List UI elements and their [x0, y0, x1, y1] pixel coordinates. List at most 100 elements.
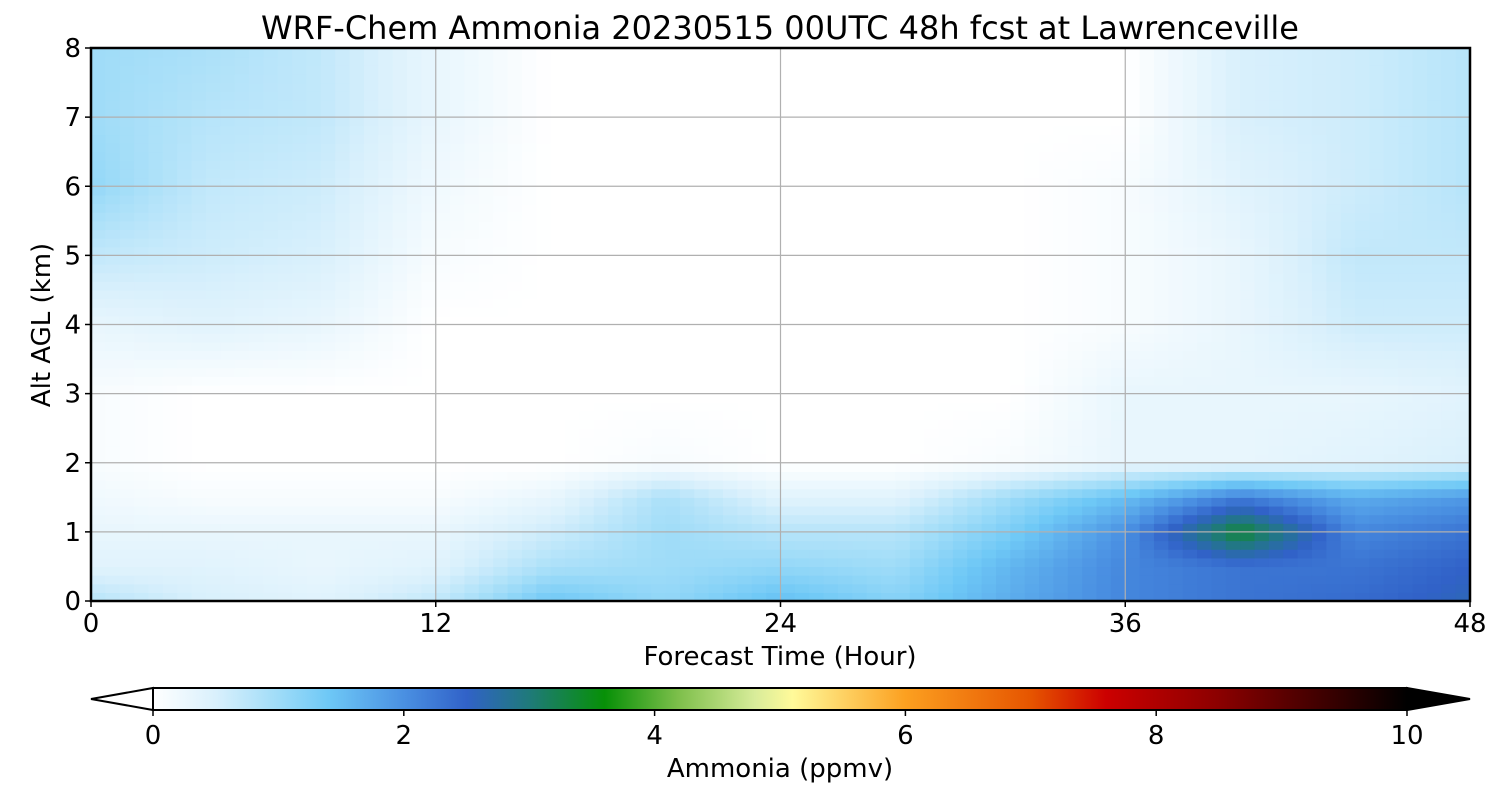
heatmap-cell [823, 540, 839, 550]
heatmap-cell [565, 376, 580, 386]
heatmap-cell [1369, 212, 1385, 222]
heatmap-cell [809, 168, 825, 179]
heatmap-cell [1283, 436, 1299, 447]
heatmap-cell [1311, 151, 1327, 161]
heatmap-cell [550, 307, 566, 317]
heatmap-cell [1039, 341, 1055, 352]
heatmap-cell [119, 333, 135, 343]
heatmap-cell [952, 212, 968, 222]
heatmap-cell [1254, 393, 1270, 403]
heatmap-cell [708, 488, 724, 498]
heatmap-cell [995, 289, 1011, 300]
heatmap-cell [1024, 540, 1040, 550]
heatmap-cell [521, 272, 537, 282]
heatmap-cell [1283, 194, 1299, 205]
heatmap-cell [407, 359, 422, 369]
heatmap-cell [837, 419, 853, 429]
heatmap-cell [464, 238, 480, 248]
heatmap-cell [220, 445, 236, 455]
heatmap-cell [679, 384, 695, 395]
heatmap-cell [967, 462, 983, 472]
heatmap-cell [1125, 220, 1141, 231]
heatmap-cell [665, 255, 681, 265]
heatmap-cell [521, 333, 537, 343]
heatmap-cell [1369, 445, 1385, 455]
heatmap-cell [1297, 384, 1313, 395]
heatmap-cell [1311, 419, 1327, 429]
heatmap-cell [579, 272, 595, 282]
heatmap-cell [392, 410, 408, 421]
heatmap-cell [1110, 540, 1126, 550]
heatmap-cell [435, 575, 451, 585]
heatmap-cell [1197, 471, 1213, 481]
heatmap-cell [349, 471, 365, 481]
heatmap-cell [651, 575, 667, 585]
heatmap-cell [565, 177, 580, 187]
heatmap-cell [579, 445, 595, 455]
heatmap-cell [1125, 488, 1141, 498]
heatmap-cell [134, 523, 150, 533]
heatmap-cell [1311, 160, 1327, 170]
heatmap-cell [148, 445, 164, 455]
heatmap-cell [995, 376, 1011, 386]
heatmap-cell [1441, 324, 1457, 334]
heatmap-cell [895, 203, 911, 213]
heatmap-cell [766, 462, 782, 472]
heatmap-cell [1153, 307, 1169, 317]
heatmap-cell [320, 549, 336, 559]
heatmap-cell [478, 203, 494, 213]
heatmap-cell [1096, 307, 1112, 317]
heatmap-cell [651, 384, 667, 395]
heatmap-cell [579, 298, 595, 308]
heatmap-cell [723, 540, 738, 550]
heatmap-cell [91, 393, 106, 403]
heatmap-cell [1039, 505, 1055, 516]
heatmap-cell [1355, 471, 1371, 481]
heatmap-cell [809, 497, 825, 507]
heatmap-cell [924, 289, 940, 300]
heatmap-cell [234, 333, 250, 343]
heatmap-cell [1426, 566, 1442, 576]
heatmap-cell [1053, 289, 1069, 300]
heatmap-cell [464, 549, 480, 559]
heatmap-cell [665, 229, 681, 239]
heatmap-cell [1369, 471, 1385, 481]
heatmap-cell [521, 376, 537, 386]
heatmap-cell [737, 505, 753, 516]
heatmap-cell [1110, 531, 1126, 542]
heatmap-cell [1125, 168, 1141, 179]
heatmap-cell [349, 402, 365, 412]
heatmap-cell [881, 436, 897, 447]
heatmap-cell [1412, 359, 1428, 369]
heatmap-cell [1110, 523, 1126, 533]
heatmap-cell [536, 307, 552, 317]
heatmap-cell [349, 238, 365, 248]
heatmap-cell [363, 272, 379, 282]
heatmap-cell [205, 298, 221, 308]
heatmap-cell [694, 168, 710, 179]
heatmap-cell [1110, 264, 1126, 274]
heatmap-cell [292, 186, 308, 196]
heatmap-cell [134, 333, 150, 343]
heatmap-cell [737, 255, 753, 265]
heatmap-cell [1412, 246, 1428, 256]
heatmap-cell [708, 238, 724, 248]
heatmap-cell [1082, 255, 1098, 265]
heatmap-cell [924, 160, 940, 170]
heatmap-cell [780, 505, 796, 516]
heatmap-cell [335, 454, 351, 464]
heatmap-cell [349, 359, 365, 369]
heatmap-cell [881, 566, 897, 576]
heatmap-cell [1398, 315, 1414, 326]
heatmap-cell [1311, 177, 1327, 187]
heatmap-cell [665, 488, 681, 498]
heatmap-cell [1039, 471, 1055, 481]
heatmap-cell [967, 523, 983, 533]
heatmap-cell [1039, 436, 1055, 447]
heatmap-cell [493, 238, 509, 248]
heatmap-cell [981, 246, 997, 256]
heatmap-cell [407, 497, 422, 507]
heatmap-cell [809, 445, 825, 455]
heatmap-cell [952, 307, 968, 317]
heatmap-cell [349, 592, 365, 601]
